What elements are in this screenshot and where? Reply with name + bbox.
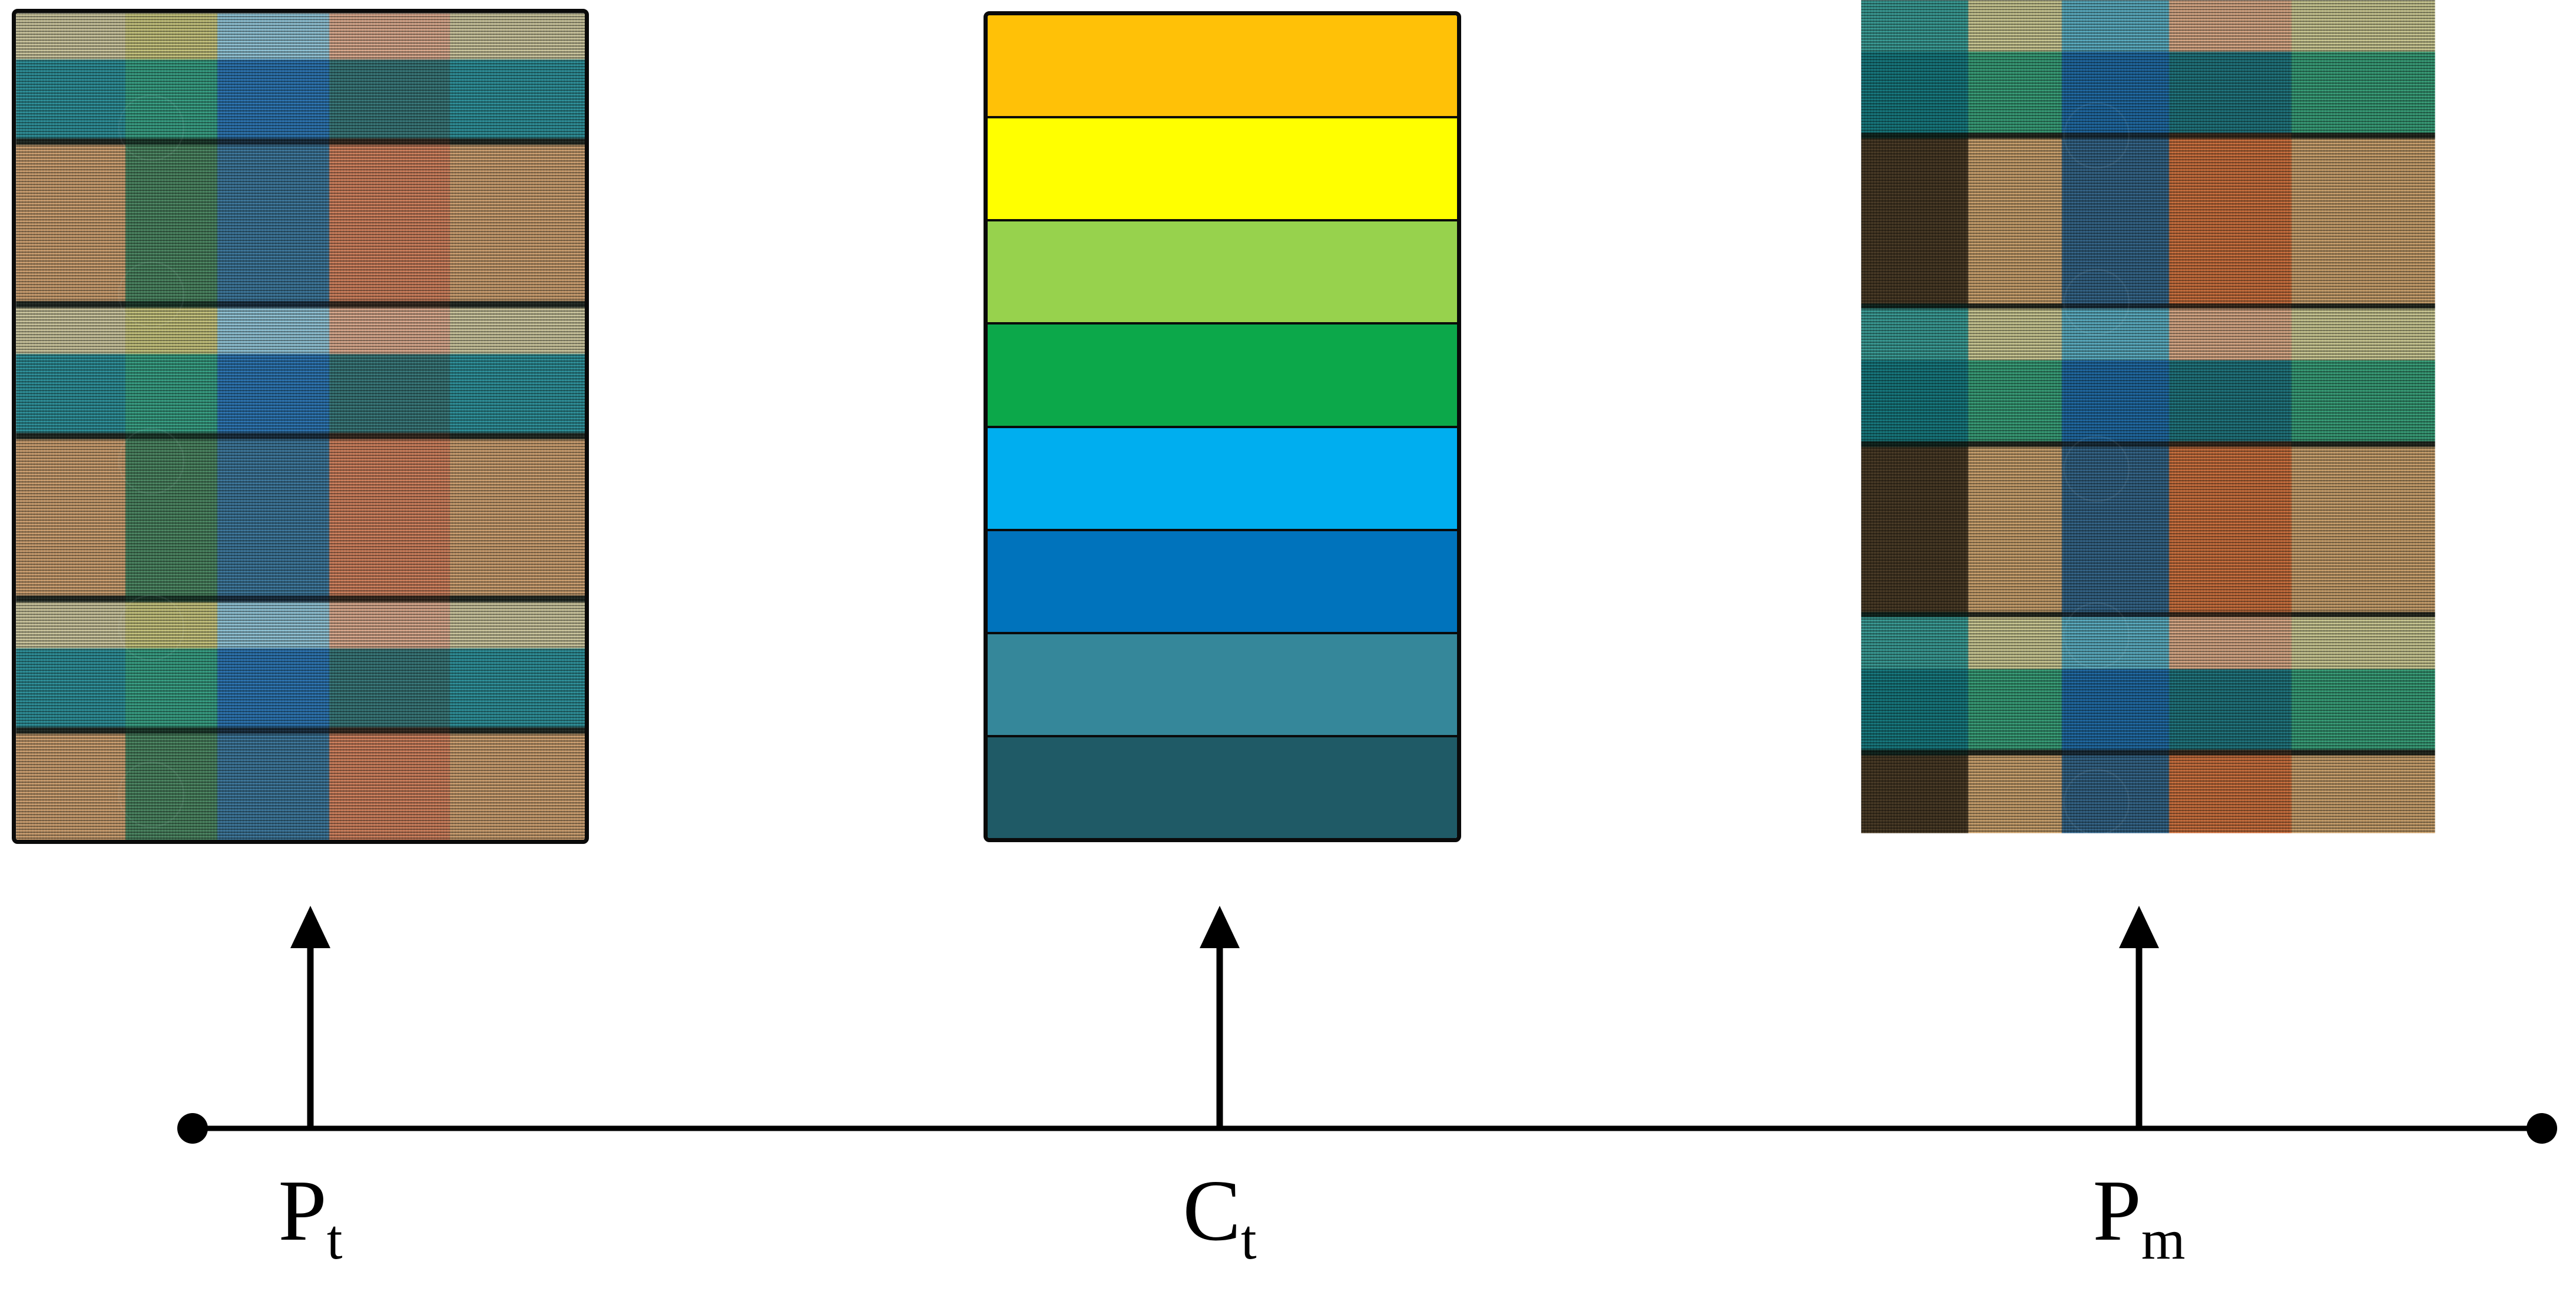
svg-text:Pt: Pt xyxy=(279,1163,343,1271)
svg-text:Pm: Pm xyxy=(2093,1163,2186,1271)
svg-text:Ct: Ct xyxy=(1183,1163,1257,1271)
